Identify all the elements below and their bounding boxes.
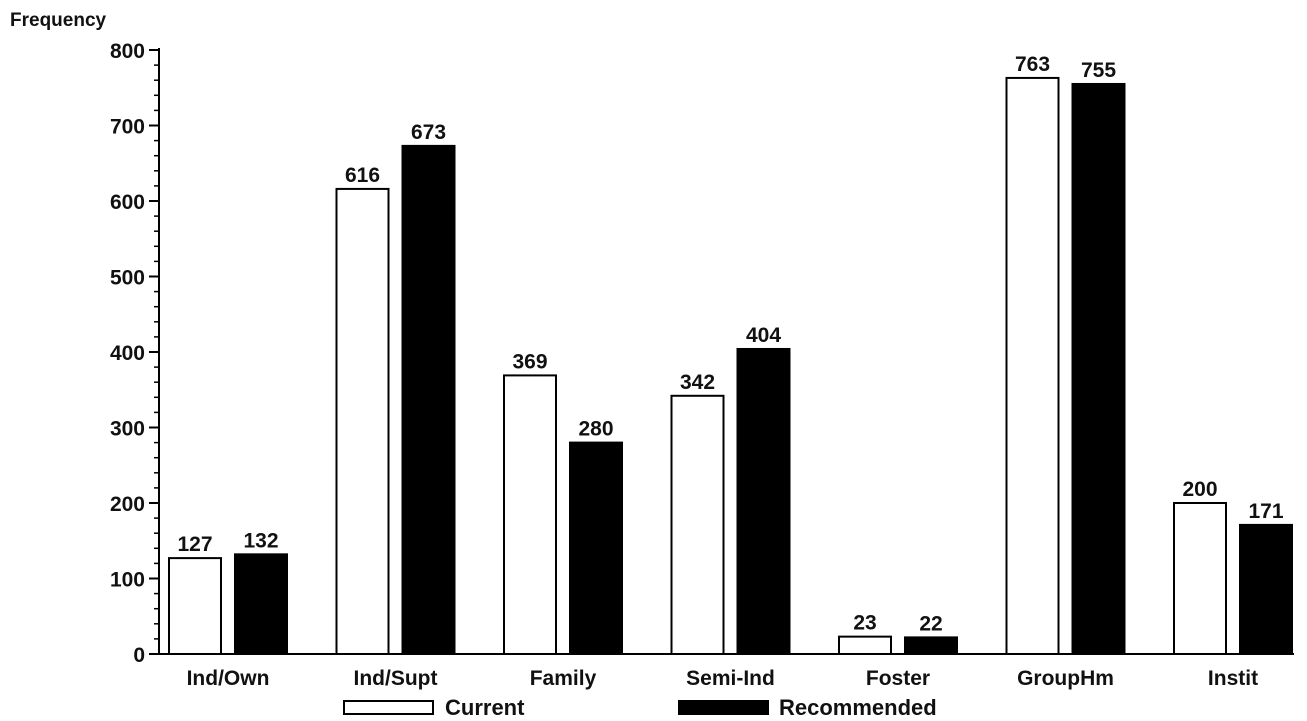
bar-current (168, 557, 222, 655)
data-label: 369 (512, 350, 547, 373)
bar-current (838, 635, 892, 656)
data-label: 127 (177, 533, 212, 556)
bar-recommended (234, 553, 288, 656)
x-axis-ticks: Ind/Own Ind/Supt Family Semi-Ind Foster Group… (187, 667, 1259, 690)
data-label: 200 (1182, 478, 1217, 501)
legend-label: Recommended (779, 695, 937, 720)
bar-recommended (569, 441, 623, 655)
data-label: 755 (1081, 59, 1116, 82)
data-labels: 127 132 616 673 369 280 342 404 23 22 763 755 200 171 (177, 53, 1283, 635)
x-tick-label: Family (530, 667, 597, 690)
x-tick-label: Semi-Ind (686, 667, 775, 690)
legend: Current Recommended (343, 695, 937, 720)
bar-recommended (1239, 523, 1293, 656)
y-tick-label: 600 (110, 191, 145, 214)
data-label: 23 (853, 612, 876, 635)
data-label: 132 (243, 529, 278, 552)
x-tick-label: Foster (866, 667, 930, 690)
x-tick-label: Instit (1208, 667, 1258, 690)
y-tick-label: 400 (110, 342, 145, 365)
bar-current (335, 187, 390, 655)
bar-recommended (401, 144, 456, 655)
legend-swatch-current (343, 700, 434, 715)
y-tick-label: 100 (110, 569, 145, 592)
bar-recommended (736, 347, 791, 655)
y-axis-label: Frequency (10, 10, 107, 31)
data-label: 673 (411, 121, 446, 144)
legend-label: Current (445, 695, 525, 720)
data-label: 342 (680, 371, 715, 394)
data-label: 22 (919, 612, 942, 635)
data-label: 763 (1015, 53, 1050, 76)
y-tick-label: 700 (110, 116, 145, 139)
data-label: 616 (345, 164, 380, 187)
y-tick-label: 800 (110, 40, 145, 63)
bar-recommended (904, 636, 958, 656)
bar-recommended (1071, 82, 1126, 656)
legend-swatch-recommended (678, 700, 769, 715)
bar-current (503, 374, 557, 655)
y-tick-label: 500 (110, 267, 145, 290)
x-tick-label: Ind/Own (187, 667, 270, 690)
x-tick-label: GroupHm (1017, 667, 1114, 690)
bar-current (670, 394, 725, 655)
x-tick-label: Ind/Supt (354, 667, 438, 690)
y-tick-label: 0 (133, 644, 145, 667)
data-label: 404 (746, 324, 781, 347)
bar-current (1173, 502, 1227, 655)
y-tick-label: 200 (110, 493, 145, 516)
bar-current (1005, 76, 1060, 655)
y-tick-label: 300 (110, 418, 145, 441)
bars (168, 76, 1293, 656)
data-label: 171 (1248, 500, 1283, 523)
data-label: 280 (578, 418, 613, 441)
y-axis-ticks: 0 100 200 300 400 500 600 700 800 (110, 40, 159, 667)
